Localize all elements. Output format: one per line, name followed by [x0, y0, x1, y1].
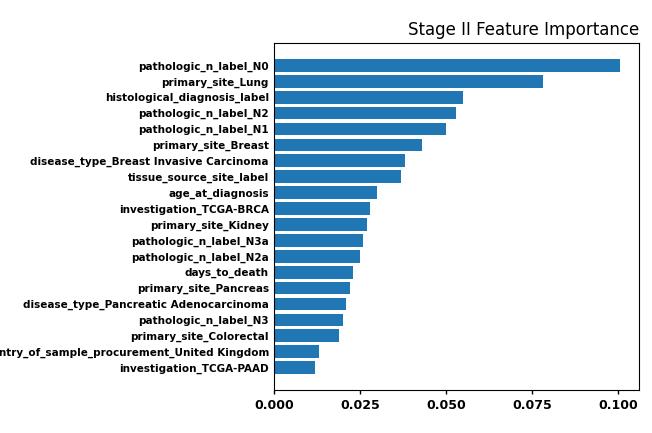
Text: Stage II Feature Importance: Stage II Feature Importance	[408, 21, 639, 39]
Bar	[274, 123, 446, 136]
Bar	[274, 218, 367, 231]
Bar	[274, 313, 343, 326]
Bar	[274, 346, 319, 358]
Bar	[274, 266, 353, 278]
Bar	[274, 155, 405, 167]
Bar	[274, 59, 620, 72]
Bar	[274, 107, 456, 120]
Bar	[274, 170, 401, 183]
Bar	[274, 250, 360, 263]
Bar	[274, 297, 346, 310]
Bar	[274, 330, 339, 342]
Bar	[274, 75, 542, 87]
Bar	[274, 91, 464, 103]
Bar	[274, 139, 422, 151]
Bar	[274, 202, 370, 215]
Bar	[274, 234, 363, 247]
Bar	[274, 282, 349, 294]
Bar	[274, 361, 315, 374]
Bar	[274, 186, 377, 199]
